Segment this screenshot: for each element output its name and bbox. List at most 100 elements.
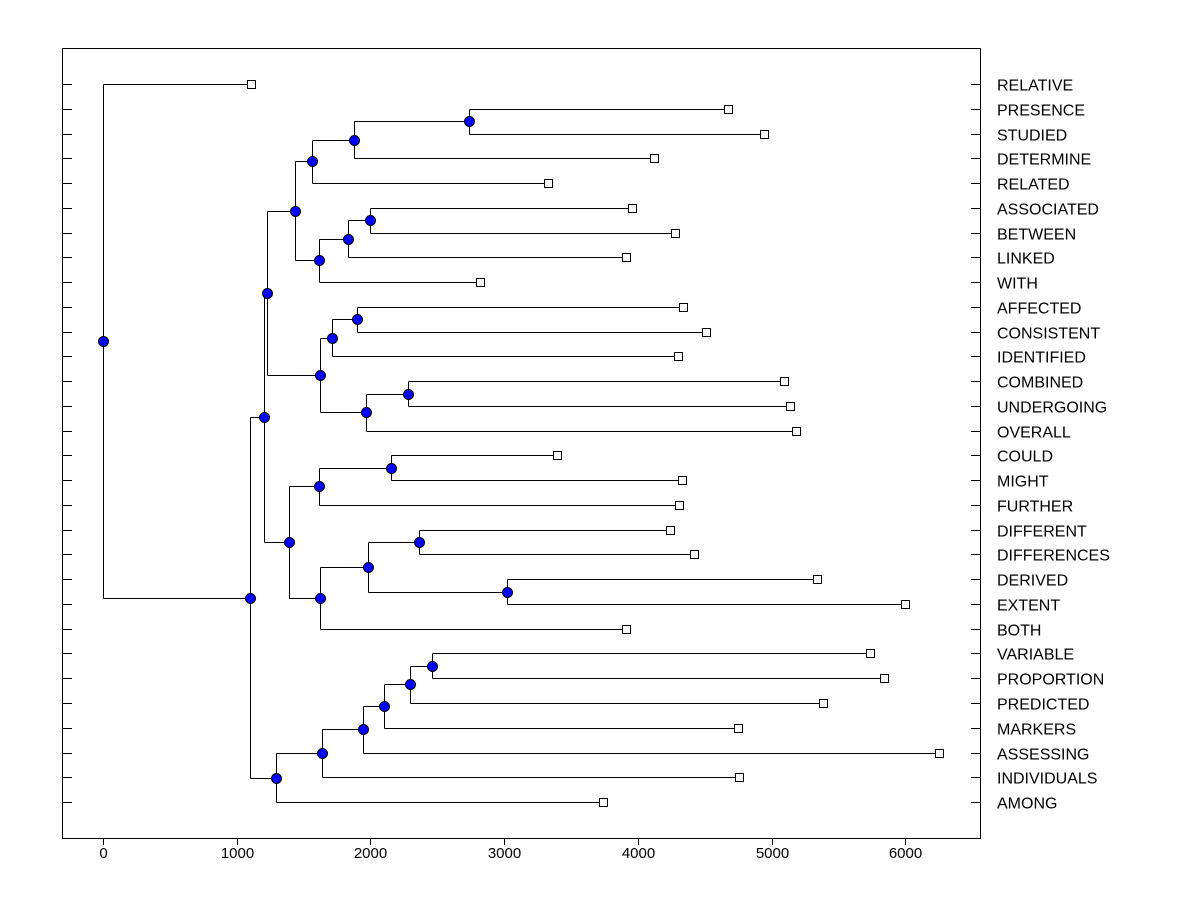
leaf-marker (786, 402, 795, 411)
leaf-label: PRESENCE (997, 103, 1085, 120)
leaf-label: INDIVIDUALS (997, 771, 1097, 788)
leaf-marker (813, 575, 822, 584)
cluster-node (98, 336, 109, 347)
leaf-label: ASSOCIATED (997, 202, 1099, 219)
cluster-node (405, 679, 416, 690)
leaf-marker (476, 278, 485, 287)
cluster-node (284, 537, 295, 548)
leaf-labels: RELATIVE PRESENCE STUDIED DETERMINE RELATED A… (997, 78, 1110, 813)
x-tick-label: 3000 (488, 845, 521, 862)
leaf-marker (734, 724, 743, 733)
cluster-node (317, 748, 328, 759)
leaf-label: UNDERGOING (997, 400, 1107, 417)
leaf-label: STUDIED (997, 128, 1067, 145)
leaf-marker (679, 303, 688, 312)
x-tick-label: 4000 (622, 845, 655, 862)
cluster-node (358, 724, 369, 735)
leaf-label: OVERALL (997, 425, 1071, 442)
cluster-node (271, 773, 282, 784)
leaf-label: IDENTIFIED (997, 350, 1086, 367)
cluster-node (327, 333, 338, 344)
leaf-label: BOTH (997, 623, 1041, 640)
cluster-node (262, 288, 273, 299)
cluster-node (379, 701, 390, 712)
leaf-label: FURTHER (997, 499, 1073, 516)
leaf-label: AFFECTED (997, 301, 1081, 318)
leaf-marker (678, 476, 687, 485)
leaf-label: LINKED (997, 251, 1055, 268)
x-tick-label: 6000 (889, 845, 922, 862)
leaf-label: RELATIVE (997, 78, 1073, 95)
cluster-node (361, 407, 372, 418)
leaf-marker (666, 526, 675, 535)
cluster-node (403, 389, 414, 400)
cluster-node (314, 255, 325, 266)
leaf-label: DERIVED (997, 573, 1068, 590)
cluster-node (314, 481, 325, 492)
cluster-node (352, 314, 363, 325)
leaf-marker (724, 105, 733, 114)
leaf-marker (599, 798, 608, 807)
x-tick-label: 1000 (221, 845, 254, 862)
leaf-marker (544, 179, 553, 188)
leaf-marker (675, 501, 684, 510)
leaf-label: RELATED (997, 177, 1070, 194)
leaf-label: DIFFERENT (997, 524, 1087, 541)
leaf-label: PREDICTED (997, 697, 1089, 714)
leaf-label: DETERMINE (997, 152, 1091, 169)
leaf-marker (819, 699, 828, 708)
x-tick-label: 2000 (354, 845, 387, 862)
cluster-node (245, 593, 256, 604)
leaf-label: WITH (997, 276, 1038, 293)
row-ticks (62, 84, 981, 803)
leaf-marker (866, 649, 875, 658)
cluster-node (307, 156, 318, 167)
x-tick-label: 5000 (756, 845, 789, 862)
leaf-marker (780, 377, 789, 386)
leaf-marker (735, 773, 744, 782)
cluster-node (414, 537, 425, 548)
leaf-label: PROPORTION (997, 672, 1104, 689)
leaf-label: EXTENT (997, 598, 1060, 615)
leaf-marker (553, 451, 562, 460)
leaf-label: DIFFERENCES (997, 548, 1110, 565)
x-tick-label: 0 (99, 845, 107, 862)
leaf-label: COULD (997, 449, 1053, 466)
leaf-marker (247, 80, 256, 89)
leaf-label: VARIABLE (997, 647, 1074, 664)
leaf-marker (650, 154, 659, 163)
leaf-label: MARKERS (997, 722, 1076, 739)
leaf-marker (622, 625, 631, 634)
leaf-marker (674, 352, 683, 361)
cluster-node (427, 661, 438, 672)
leaf-marker (671, 229, 680, 238)
plot-frame (62, 48, 981, 839)
dendrogram-marks (98, 80, 944, 807)
cluster-node (290, 206, 301, 217)
leaf-marker (880, 674, 889, 683)
leaf-marker (702, 328, 711, 337)
leaf-marker (760, 130, 769, 139)
leaf-marker (690, 550, 699, 559)
cluster-node (464, 116, 475, 127)
leaf-label: MIGHT (997, 474, 1049, 491)
leaf-marker (792, 427, 801, 436)
leaf-marker (628, 204, 637, 213)
cluster-node (363, 562, 374, 573)
cluster-node (315, 370, 326, 381)
leaf-label: AMONG (997, 796, 1057, 813)
leaf-label: ASSESSING (997, 747, 1089, 764)
cluster-node (349, 135, 360, 146)
x-axis: 0 1000 2000 3000 4000 5000 6000 (99, 838, 922, 862)
leaf-label: BETWEEN (997, 227, 1076, 244)
cluster-node (315, 593, 326, 604)
leaf-marker (935, 749, 944, 758)
leaf-marker (901, 600, 910, 609)
cluster-node (386, 463, 397, 474)
cluster-node (365, 215, 376, 226)
cluster-node (259, 412, 270, 423)
leaf-label: CONSISTENT (997, 326, 1100, 343)
cluster-node (343, 234, 354, 245)
cluster-node (502, 587, 513, 598)
